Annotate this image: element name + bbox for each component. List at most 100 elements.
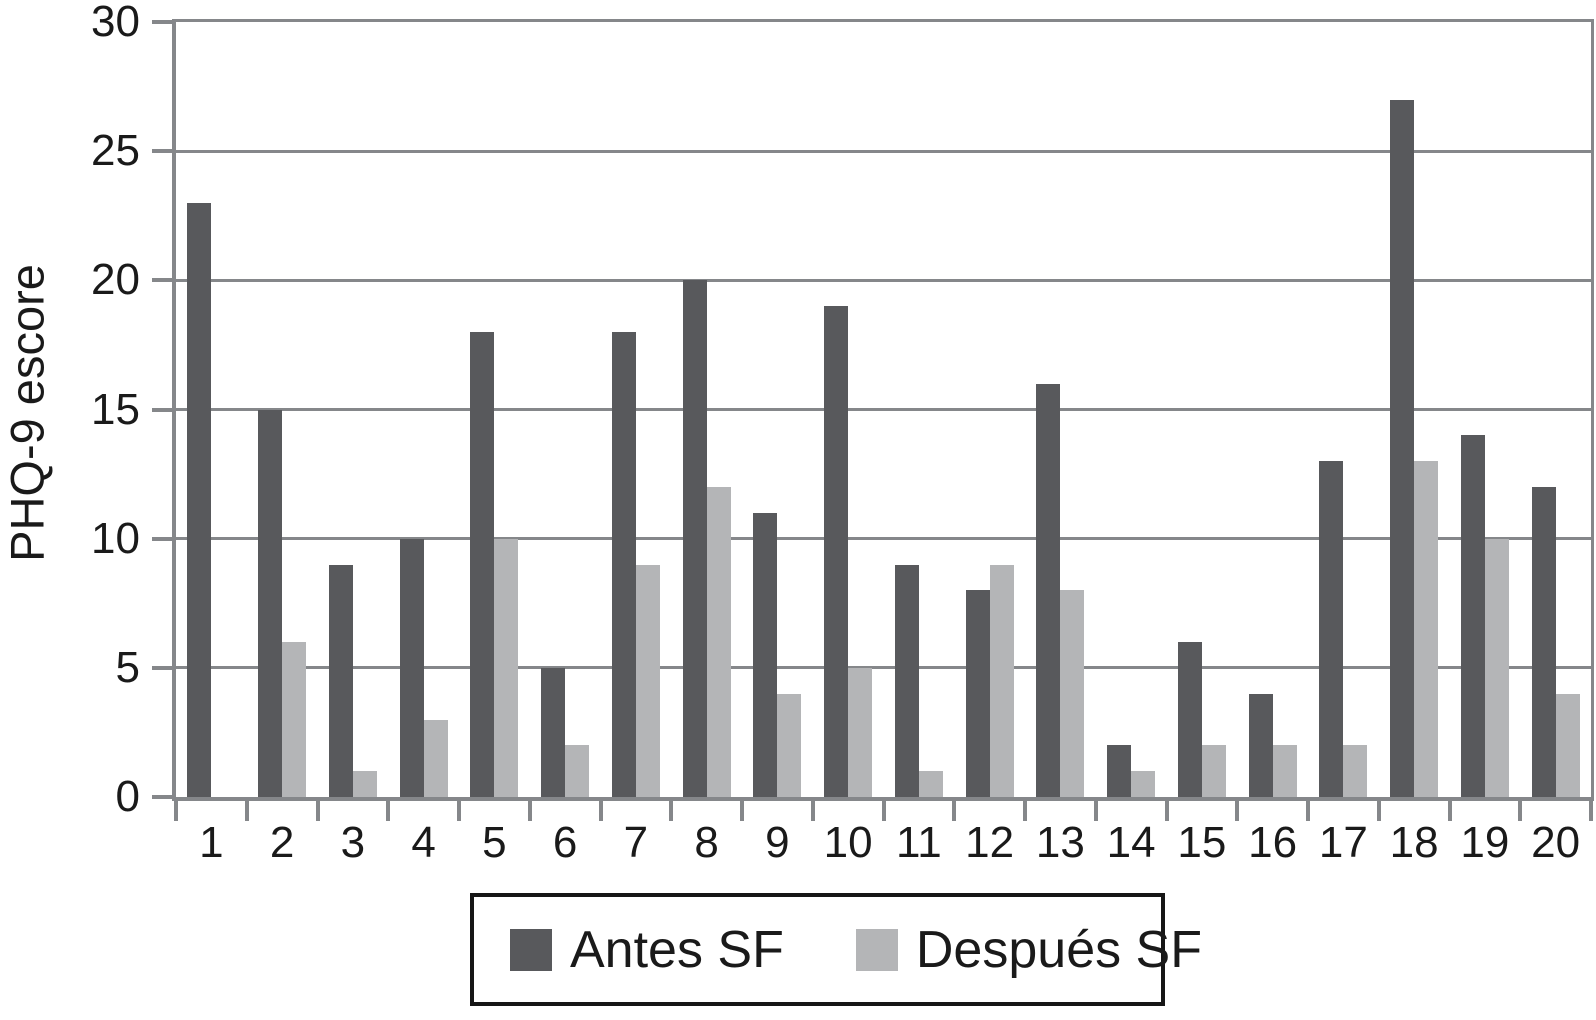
- bar-antes-5: [470, 332, 495, 797]
- bar-antes-8: [682, 280, 707, 797]
- gridline-5: [176, 666, 1591, 670]
- gridline-15: [176, 408, 1591, 411]
- bar-antes-12: [965, 590, 990, 797]
- bar-antes-7: [611, 332, 636, 797]
- plot-area: [152, 19, 1594, 821]
- bar-despues-3: [352, 771, 377, 797]
- x-label-5: 5: [482, 818, 507, 867]
- x-label-10: 10: [823, 818, 873, 867]
- bar-despues-7: [635, 564, 660, 797]
- legend: Antes SF Después SF: [470, 893, 1202, 1006]
- gridline-20: [176, 278, 1591, 282]
- y-tick-0: [152, 795, 172, 799]
- legend-label-antes-sf: Antes SF: [570, 920, 784, 979]
- legend-item-despues-sf: Después SF: [855, 920, 1203, 979]
- bar-antes-14: [1107, 745, 1132, 797]
- bar-despues-14: [1131, 771, 1156, 797]
- bar-antes-6: [541, 667, 566, 797]
- y-tick-label-5: 5: [115, 642, 140, 692]
- x-tick-7: [669, 801, 674, 821]
- x-label-4: 4: [411, 818, 436, 867]
- bar-antes-1: [187, 202, 212, 797]
- bar-despues-13: [1060, 590, 1085, 797]
- x-tick-1: [244, 801, 249, 821]
- x-tick-15: [1235, 801, 1240, 821]
- x-tick-11: [952, 801, 957, 821]
- x-tick-5: [527, 801, 532, 821]
- bar-despues-11: [918, 771, 943, 797]
- bar-despues-19: [1484, 538, 1509, 797]
- x-label-16: 16: [1248, 818, 1298, 867]
- bar-antes-4: [399, 538, 424, 797]
- x-tick-6: [598, 801, 603, 821]
- x-tick-19: [1518, 801, 1523, 821]
- x-label-3: 3: [340, 818, 366, 867]
- bar-despues-9: [777, 693, 802, 797]
- gridline-10: [176, 537, 1591, 541]
- x-label-11: 11: [896, 818, 942, 867]
- x-tick-8: [740, 801, 744, 821]
- x-label-20: 20: [1531, 818, 1581, 867]
- gridline-25: [176, 149, 1591, 153]
- y-tick-15: [152, 407, 172, 412]
- x-label-6: 6: [552, 818, 578, 867]
- y-tick-label-25: 25: [91, 126, 140, 176]
- x-tick-18: [1447, 801, 1452, 821]
- bar-antes-18: [1390, 99, 1415, 797]
- y-tick-30: [152, 20, 172, 24]
- x-label-8: 8: [694, 818, 719, 867]
- bar-antes-17: [1319, 461, 1344, 797]
- x-tick-13: [1093, 801, 1098, 821]
- x-label-9: 9: [765, 818, 790, 867]
- legend-item-antes-sf: Antes SF: [510, 924, 784, 976]
- bar-despues-10: [848, 667, 873, 797]
- x-tick-3: [386, 801, 391, 821]
- y-tick-label-30: 30: [91, 0, 140, 46]
- legend-label-despues-sf: Después SF: [915, 920, 1203, 979]
- bar-antes-20: [1531, 487, 1556, 797]
- x-label-12: 12: [965, 818, 1015, 867]
- y-tick-10: [152, 536, 172, 541]
- x-tick-14: [1164, 801, 1169, 821]
- y-tick-label-20: 20: [91, 255, 140, 305]
- bar-antes-11: [894, 564, 919, 797]
- bar-antes-15: [1177, 642, 1202, 797]
- bar-antes-2: [258, 409, 283, 797]
- x-tick-2: [315, 801, 320, 821]
- bar-antes-19: [1460, 435, 1485, 797]
- legend-swatch-despues-sf: [855, 928, 898, 971]
- bar-despues-18: [1414, 461, 1439, 797]
- bar-despues-6: [565, 745, 590, 797]
- x-label-15: 15: [1177, 818, 1227, 867]
- x-label-13: 13: [1035, 818, 1085, 867]
- bar-despues-15: [1201, 745, 1226, 797]
- x-label-2: 2: [269, 818, 295, 867]
- y-tick-20: [152, 278, 172, 283]
- bar-despues-4: [423, 719, 448, 797]
- bar-despues-16: [1272, 745, 1297, 797]
- x-tick-12: [1023, 801, 1027, 821]
- bar-despues-12: [989, 564, 1014, 797]
- y-tick-label-10: 10: [91, 513, 140, 563]
- x-tick-16: [1306, 801, 1310, 821]
- y-tick-5: [152, 665, 172, 670]
- bar-despues-8: [706, 487, 731, 797]
- x-tick-0: [174, 801, 178, 821]
- x-label-14: 14: [1106, 818, 1156, 867]
- x-tick-20: [1589, 801, 1593, 821]
- x-label-19: 19: [1460, 818, 1510, 867]
- bar-antes-13: [1036, 383, 1061, 797]
- y-tick-25: [152, 149, 172, 154]
- y-tick-label-0: 0: [115, 772, 140, 821]
- bar-antes-9: [753, 512, 778, 797]
- bar-antes-3: [328, 564, 353, 797]
- bar-despues-20: [1555, 693, 1580, 797]
- x-tick-9: [810, 801, 815, 821]
- x-label-18: 18: [1389, 818, 1439, 867]
- bar-antes-16: [1248, 693, 1273, 797]
- bar-antes-10: [824, 306, 849, 797]
- x-label-1: 1: [199, 818, 224, 867]
- x-label-17: 17: [1318, 818, 1368, 867]
- bar-despues-5: [494, 538, 519, 797]
